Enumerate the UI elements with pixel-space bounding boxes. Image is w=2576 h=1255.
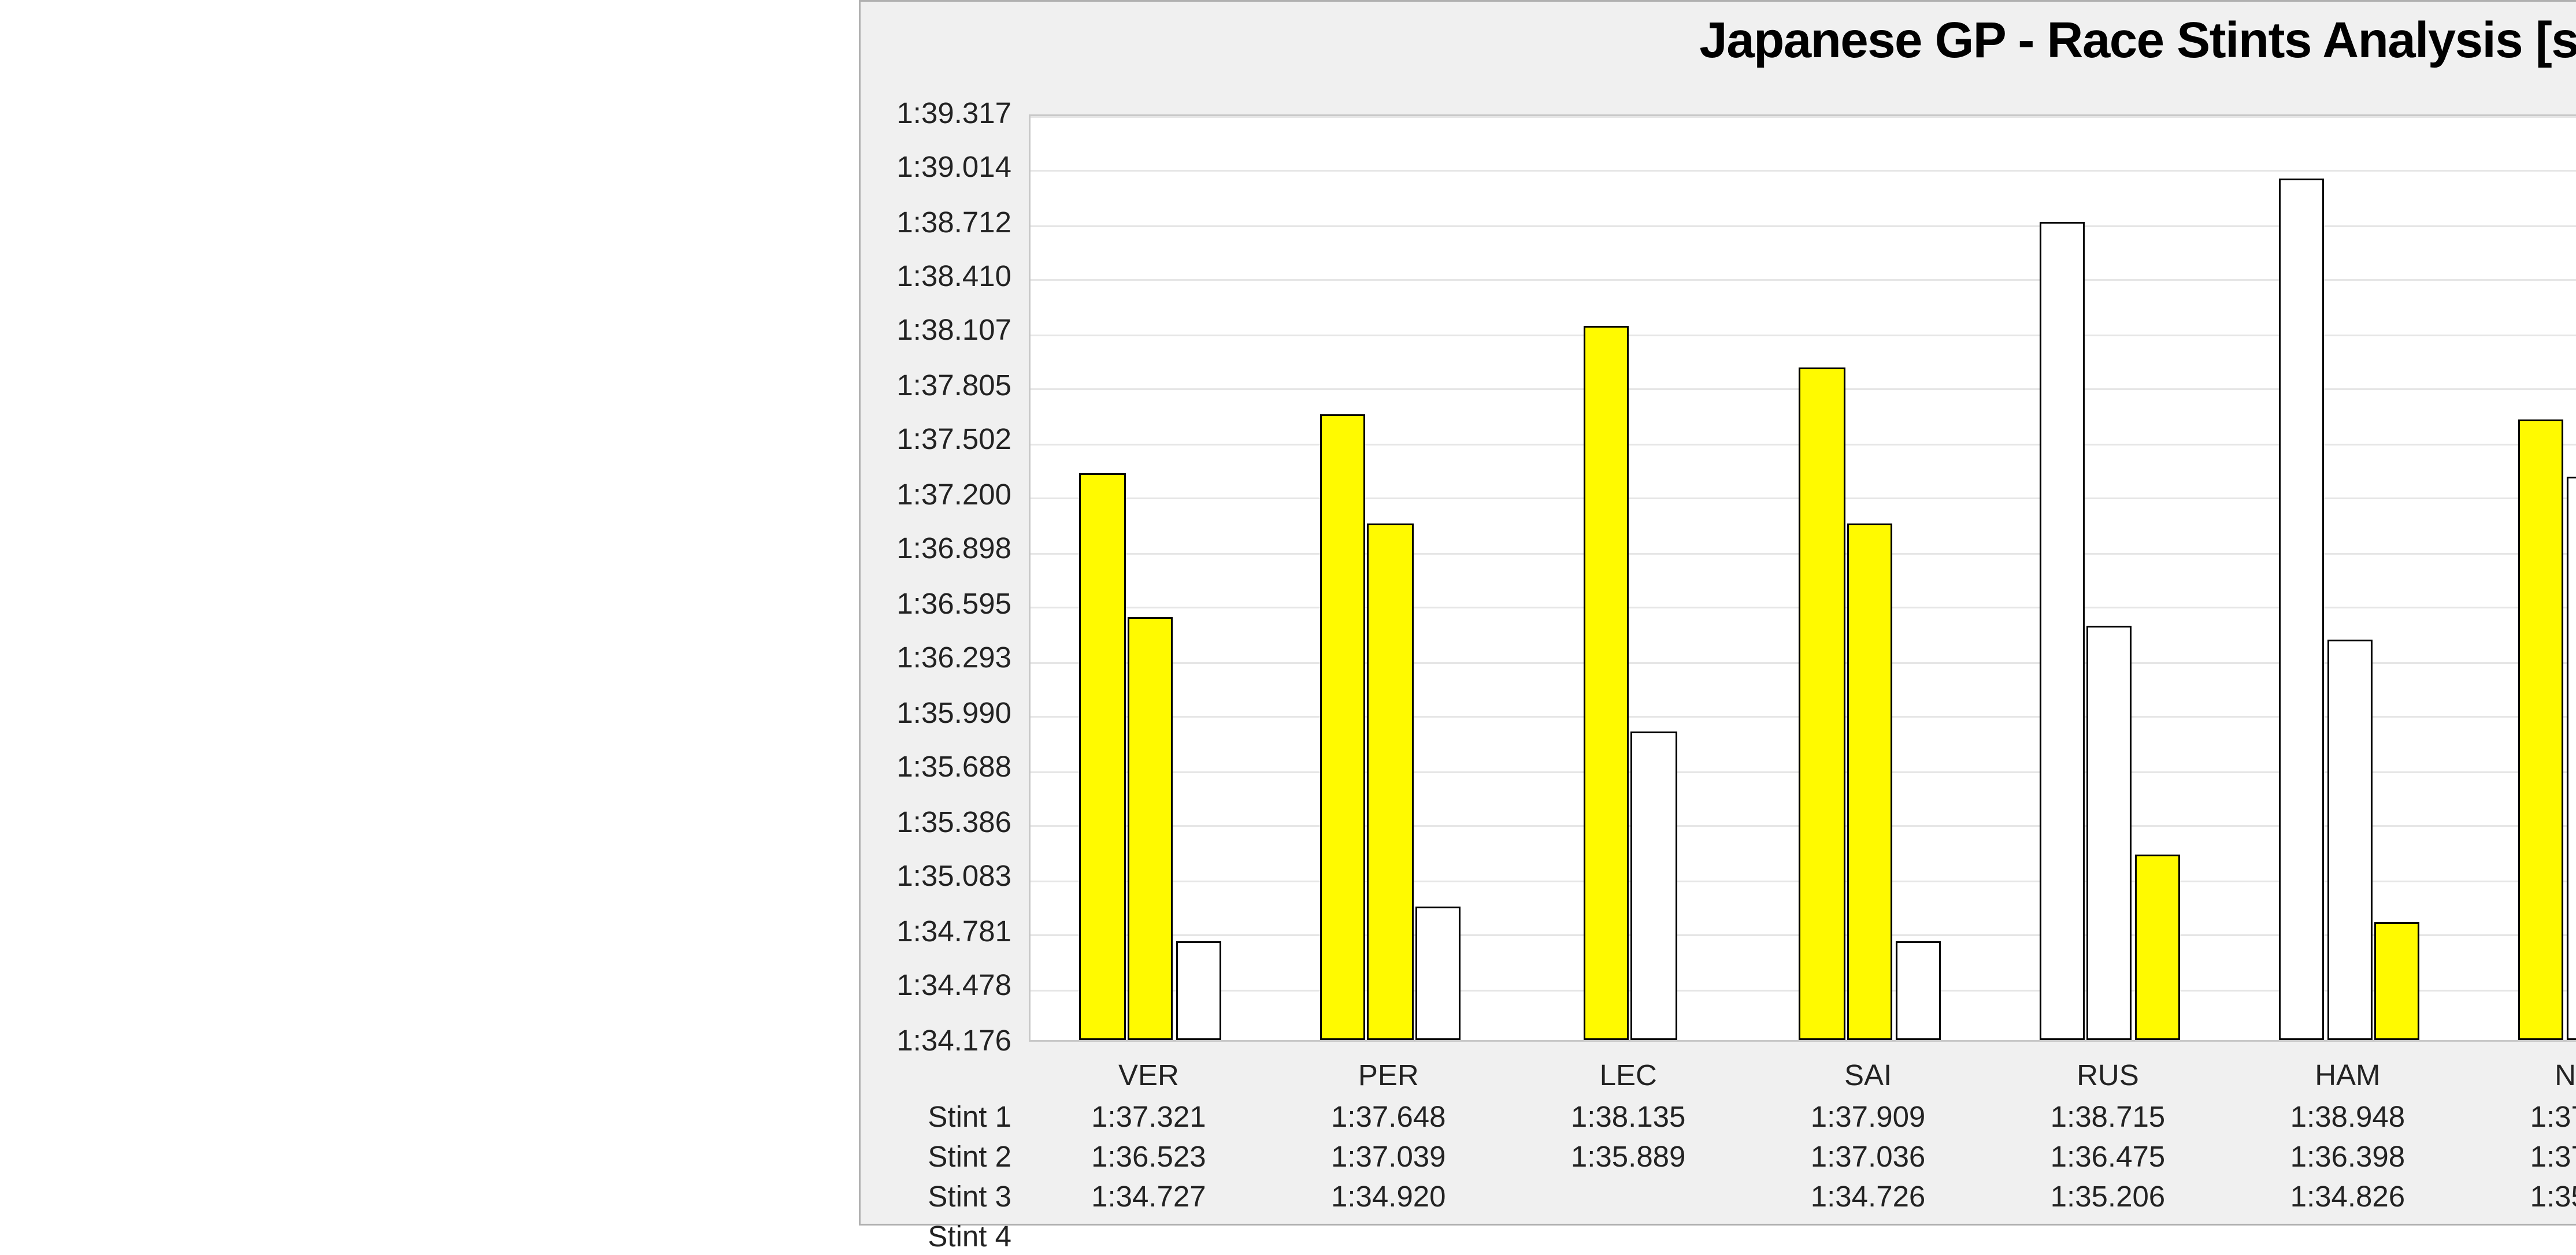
driver-label: VER [1029, 1059, 1269, 1094]
chart-wrapper: Japanese GP - Race Stints Analysis [s] 1… [859, 0, 2576, 1226]
driver-label: LEC [1508, 1059, 1748, 1094]
bar [2566, 477, 2576, 1040]
stint-cell: 1:34.727 [1029, 1180, 1269, 1215]
bar [1847, 524, 1892, 1040]
stint-cell: 1:36.398 [2227, 1141, 2467, 1175]
y-tick-label: 1:34.176 [861, 1024, 1011, 1059]
stint-cell: 1:35.941 [2467, 1180, 2576, 1215]
driver-label: SAI [1748, 1059, 1988, 1094]
stint-cell: 1:38.948 [2227, 1101, 2467, 1135]
stint-row-label: Stint 4 [861, 1220, 1011, 1255]
bar [2278, 179, 2324, 1040]
stint-row-label: Stint 3 [861, 1180, 1011, 1215]
y-tick-label: 1:35.990 [861, 697, 1011, 732]
y-tick-label: 1:34.781 [861, 915, 1011, 949]
y-tick-label: 1:35.688 [861, 751, 1011, 786]
y-tick-label: 1:34.478 [861, 970, 1011, 1004]
bar [2518, 420, 2564, 1040]
stint-cell: 1:37.321 [1029, 1101, 1269, 1135]
y-tick-label: 1:37.502 [861, 424, 1011, 458]
y-tick-label: 1:39.014 [861, 151, 1011, 185]
stint-cell: 1:34.920 [1269, 1180, 1508, 1215]
bar [2038, 221, 2084, 1040]
bar [1319, 414, 1365, 1040]
stint-cell: 1:37.039 [1269, 1141, 1508, 1175]
y-tick-label: 1:38.410 [861, 260, 1011, 295]
gridline [1031, 225, 2576, 227]
stint-row-label: Stint 2 [861, 1141, 1011, 1175]
bar [1415, 906, 1461, 1040]
plot-area [1029, 114, 2576, 1042]
y-tick-label: 1:36.898 [861, 533, 1011, 567]
gridline [1031, 116, 2576, 117]
driver-label: NOR [2467, 1059, 2576, 1094]
stint-cell: 1:37.614 [2467, 1101, 2576, 1135]
y-tick-label: 1:36.595 [861, 588, 1011, 622]
y-tick-label: 1:37.805 [861, 369, 1011, 404]
bar [2086, 625, 2132, 1040]
bar [1367, 523, 1413, 1040]
driver-label: PER [1269, 1059, 1508, 1094]
bar [1176, 941, 1221, 1040]
y-tick-label: 1:36.293 [861, 642, 1011, 677]
bar [1799, 367, 1844, 1040]
y-tick-label: 1:37.200 [861, 478, 1011, 513]
stint-row-label: Stint 1 [861, 1101, 1011, 1135]
gridline [1031, 280, 2576, 281]
y-tick-label: 1:35.386 [861, 806, 1011, 841]
stint-cell: 1:34.826 [2227, 1180, 2467, 1215]
bar [1128, 617, 1173, 1040]
bar [2134, 854, 2180, 1040]
y-tick-label: 1:38.712 [861, 205, 1011, 240]
stint-cell: 1:38.135 [1508, 1101, 1748, 1135]
bar [1895, 941, 1940, 1040]
stint-cell: 1:34.726 [1748, 1180, 1988, 1215]
stint-cell: 1:35.889 [1508, 1141, 1748, 1175]
bar [1583, 326, 1629, 1040]
stint-cell: 1:38.715 [1988, 1101, 2227, 1135]
stint-cell: 1:37.648 [1269, 1101, 1508, 1135]
stint-cell: 1:35.206 [1988, 1180, 2227, 1215]
stint-cell: 1:36.475 [1988, 1141, 2227, 1175]
stint-cell: 1:37.909 [1748, 1101, 1988, 1135]
y-tick-label: 1:38.107 [861, 314, 1011, 349]
stint-cell: 1:36.523 [1029, 1141, 1269, 1175]
chart-title: Japanese GP - Race Stints Analysis [s] [861, 14, 2576, 71]
gridline [1031, 170, 2576, 172]
bar [1080, 473, 1125, 1040]
stint-cell: 1:37.036 [1748, 1141, 1988, 1175]
y-tick-label: 1:39.317 [861, 96, 1011, 131]
bar [2326, 639, 2372, 1040]
y-tick-label: 1:35.083 [861, 860, 1011, 895]
driver-label: HAM [2227, 1059, 2467, 1094]
gridline [1031, 334, 2576, 336]
stint-cell: 1:37.298 [2467, 1141, 2576, 1175]
bar [1631, 731, 1677, 1040]
bar [2374, 923, 2420, 1040]
driver-label: RUS [1988, 1059, 2227, 1094]
